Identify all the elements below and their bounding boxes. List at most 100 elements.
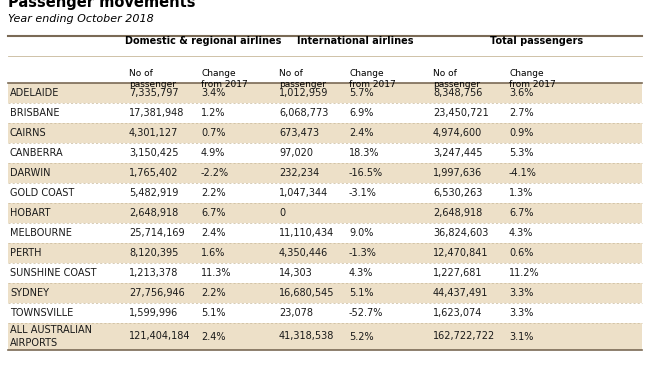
Text: PERTH: PERTH bbox=[10, 248, 42, 258]
Text: HOBART: HOBART bbox=[10, 208, 51, 218]
Text: 1,765,402: 1,765,402 bbox=[129, 168, 179, 178]
Text: GOLD COAST: GOLD COAST bbox=[10, 188, 74, 198]
Bar bbox=[8, 203, 642, 223]
Text: 11,110,434: 11,110,434 bbox=[279, 228, 334, 238]
Bar bbox=[8, 183, 642, 203]
Text: Year ending October 2018: Year ending October 2018 bbox=[8, 14, 154, 24]
Text: 162,722,722: 162,722,722 bbox=[433, 332, 495, 341]
Bar bbox=[8, 243, 642, 263]
Text: 36,824,603: 36,824,603 bbox=[433, 228, 488, 238]
Text: No of
passenger: No of passenger bbox=[279, 69, 326, 89]
Text: No of
passenger: No of passenger bbox=[129, 69, 176, 89]
Text: Domestic & regional airlines: Domestic & regional airlines bbox=[125, 36, 281, 46]
Text: SYDNEY: SYDNEY bbox=[10, 288, 49, 298]
Text: ADELAIDE: ADELAIDE bbox=[10, 88, 59, 98]
Text: 2,648,918: 2,648,918 bbox=[129, 208, 178, 218]
Text: 1,997,636: 1,997,636 bbox=[433, 168, 482, 178]
Text: 2.4%: 2.4% bbox=[201, 228, 226, 238]
Text: 673,473: 673,473 bbox=[279, 128, 319, 138]
Text: 4,301,127: 4,301,127 bbox=[129, 128, 178, 138]
Text: 121,404,184: 121,404,184 bbox=[129, 332, 190, 341]
Text: 8,348,756: 8,348,756 bbox=[433, 88, 482, 98]
Text: DARWIN: DARWIN bbox=[10, 168, 51, 178]
Text: 1,623,074: 1,623,074 bbox=[433, 308, 482, 318]
Text: 3.3%: 3.3% bbox=[509, 308, 534, 318]
Bar bbox=[8, 123, 642, 143]
Text: 4.3%: 4.3% bbox=[509, 228, 534, 238]
Text: 1.2%: 1.2% bbox=[201, 108, 226, 118]
Bar bbox=[8, 163, 642, 183]
Text: 232,234: 232,234 bbox=[279, 168, 319, 178]
Bar bbox=[8, 283, 642, 303]
Text: 8,120,395: 8,120,395 bbox=[129, 248, 178, 258]
Text: 4,974,600: 4,974,600 bbox=[433, 128, 482, 138]
Text: 3.3%: 3.3% bbox=[509, 288, 534, 298]
Text: 1,227,681: 1,227,681 bbox=[433, 268, 482, 278]
Text: -2.2%: -2.2% bbox=[201, 168, 229, 178]
Text: 5.2%: 5.2% bbox=[349, 332, 374, 341]
Text: SUNSHINE COAST: SUNSHINE COAST bbox=[10, 268, 96, 278]
Text: Total passengers: Total passengers bbox=[491, 36, 584, 46]
Text: International airlines: International airlines bbox=[297, 36, 413, 46]
Text: 2.7%: 2.7% bbox=[509, 108, 534, 118]
Text: 6.7%: 6.7% bbox=[509, 208, 534, 218]
Text: 7,335,797: 7,335,797 bbox=[129, 88, 179, 98]
Text: 1,047,344: 1,047,344 bbox=[279, 188, 328, 198]
Text: -4.1%: -4.1% bbox=[509, 168, 537, 178]
Text: 3.6%: 3.6% bbox=[509, 88, 534, 98]
Text: 5,482,919: 5,482,919 bbox=[129, 188, 178, 198]
Text: 0: 0 bbox=[279, 208, 285, 218]
Text: 0.6%: 0.6% bbox=[509, 248, 534, 258]
Text: 2.4%: 2.4% bbox=[349, 128, 374, 138]
Text: 2.2%: 2.2% bbox=[201, 188, 226, 198]
Text: Change
from 2017: Change from 2017 bbox=[201, 69, 248, 89]
Text: 12,470,841: 12,470,841 bbox=[433, 248, 489, 258]
Text: 1.6%: 1.6% bbox=[201, 248, 226, 258]
Text: -52.7%: -52.7% bbox=[349, 308, 384, 318]
Text: 4.3%: 4.3% bbox=[349, 268, 373, 278]
Text: 5.3%: 5.3% bbox=[509, 148, 534, 158]
Text: 1,213,378: 1,213,378 bbox=[129, 268, 178, 278]
Text: 6,530,263: 6,530,263 bbox=[433, 188, 482, 198]
Text: 4,350,446: 4,350,446 bbox=[279, 248, 328, 258]
Text: Change
from 2017: Change from 2017 bbox=[349, 69, 396, 89]
Text: 16,680,545: 16,680,545 bbox=[279, 288, 335, 298]
Bar bbox=[8, 263, 642, 283]
Text: 1,012,959: 1,012,959 bbox=[279, 88, 328, 98]
Text: 5.1%: 5.1% bbox=[349, 288, 374, 298]
Text: 6,068,773: 6,068,773 bbox=[279, 108, 328, 118]
Text: 6.7%: 6.7% bbox=[201, 208, 226, 218]
Text: 3.1%: 3.1% bbox=[509, 332, 534, 341]
Text: No of
passenger: No of passenger bbox=[433, 69, 480, 89]
Text: 0.7%: 0.7% bbox=[201, 128, 226, 138]
Text: Passenger movements: Passenger movements bbox=[8, 0, 196, 10]
Text: 11.3%: 11.3% bbox=[201, 268, 231, 278]
Bar bbox=[8, 303, 642, 323]
Bar bbox=[8, 83, 642, 103]
Text: -1.3%: -1.3% bbox=[349, 248, 377, 258]
Text: 27,756,946: 27,756,946 bbox=[129, 288, 185, 298]
Text: MELBOURNE: MELBOURNE bbox=[10, 228, 72, 238]
Text: 3,150,425: 3,150,425 bbox=[129, 148, 179, 158]
Text: 17,381,948: 17,381,948 bbox=[129, 108, 185, 118]
Text: Change
from 2017: Change from 2017 bbox=[509, 69, 556, 89]
Text: CANBERRA: CANBERRA bbox=[10, 148, 64, 158]
Text: 2.2%: 2.2% bbox=[201, 288, 226, 298]
Text: 23,450,721: 23,450,721 bbox=[433, 108, 489, 118]
Text: 44,437,491: 44,437,491 bbox=[433, 288, 488, 298]
Text: TOWNSVILLE: TOWNSVILLE bbox=[10, 308, 73, 318]
Bar bbox=[8, 143, 642, 163]
Text: 41,318,538: 41,318,538 bbox=[279, 332, 334, 341]
Text: 2.4%: 2.4% bbox=[201, 332, 226, 341]
Text: 18.3%: 18.3% bbox=[349, 148, 380, 158]
Text: 6.9%: 6.9% bbox=[349, 108, 373, 118]
Text: 0.9%: 0.9% bbox=[509, 128, 534, 138]
Text: 4.9%: 4.9% bbox=[201, 148, 226, 158]
Text: 1,599,996: 1,599,996 bbox=[129, 308, 178, 318]
Text: 5.1%: 5.1% bbox=[201, 308, 226, 318]
Text: -3.1%: -3.1% bbox=[349, 188, 377, 198]
Text: 1.3%: 1.3% bbox=[509, 188, 534, 198]
Text: ALL AUSTRALIAN
AIRPORTS: ALL AUSTRALIAN AIRPORTS bbox=[10, 325, 92, 348]
Bar bbox=[8, 323, 642, 350]
Text: 11.2%: 11.2% bbox=[509, 268, 540, 278]
